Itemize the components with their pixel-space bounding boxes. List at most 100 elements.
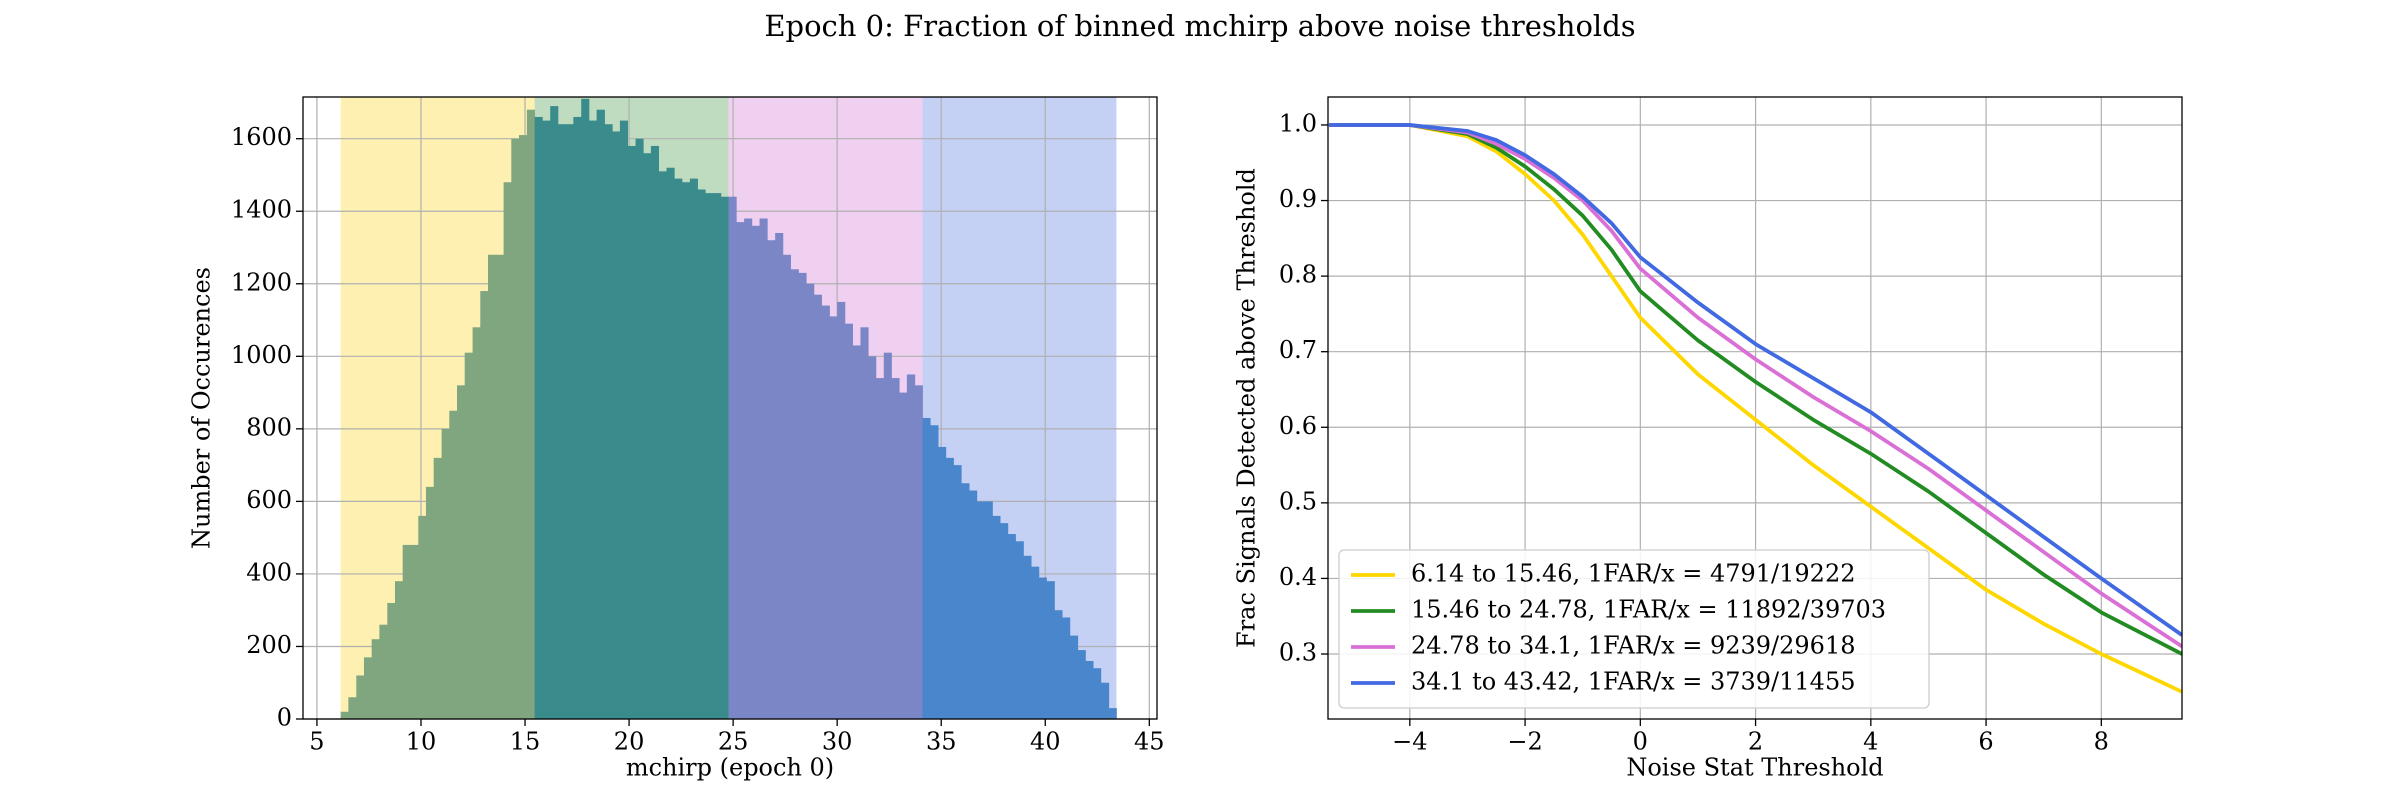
bar <box>891 378 900 719</box>
bar <box>526 109 536 720</box>
bar <box>1054 610 1063 719</box>
x-tick-label: 10 <box>406 728 437 756</box>
y-tick-label: 0.9 <box>1279 185 1317 213</box>
bar <box>627 145 636 719</box>
bar <box>619 120 629 719</box>
bar <box>875 378 885 719</box>
y-tick-label: 400 <box>246 558 292 586</box>
bar <box>992 515 1001 719</box>
bar <box>736 222 745 719</box>
bar <box>534 116 543 720</box>
x-tick-label: 25 <box>718 728 749 756</box>
bar <box>581 98 590 719</box>
legend-label: 6.14 to 15.46, 1FAR/x = 4791/19222 <box>1411 560 1856 588</box>
bar <box>806 283 815 719</box>
line <box>1329 123 2182 694</box>
x-tick-label: 45 <box>1134 728 1165 756</box>
bar <box>953 465 962 719</box>
line <box>1329 123 2182 637</box>
y-tick-label: 1600 <box>231 123 292 151</box>
bar <box>720 196 729 719</box>
bar <box>456 385 466 719</box>
y-tick-label: 0 <box>277 704 292 732</box>
axes-frame <box>1327 96 2183 720</box>
bar <box>790 269 799 719</box>
y-tick-label: 0.4 <box>1279 563 1317 591</box>
bar <box>751 225 760 719</box>
bar <box>418 515 427 719</box>
bar <box>565 124 574 719</box>
bar <box>1031 566 1040 719</box>
plot <box>303 97 1157 720</box>
y-tick-label: 0.3 <box>1279 639 1317 667</box>
bar <box>798 272 807 719</box>
x-tick-label: 0 <box>1633 728 1648 756</box>
bar <box>1038 577 1047 719</box>
bar <box>1085 660 1094 719</box>
bar <box>573 116 582 720</box>
y-axis-label: Frac Signals Detected above Threshold <box>1233 168 1261 648</box>
bar <box>938 446 947 719</box>
y-tick-label: 0.6 <box>1279 412 1317 440</box>
legend-label: 34.1 to 43.42, 1FAR/x = 3739/11455 <box>1411 668 1856 696</box>
bar <box>969 490 978 719</box>
y-tick-label: 200 <box>246 631 292 659</box>
bar <box>666 167 675 720</box>
bar <box>712 193 722 720</box>
bar <box>356 675 365 719</box>
y-tick-label: 0.5 <box>1279 487 1317 515</box>
bar <box>852 345 861 719</box>
bar <box>425 486 435 719</box>
bar <box>1077 650 1086 719</box>
bar <box>503 182 512 719</box>
bar <box>829 316 838 719</box>
bar <box>689 178 698 719</box>
bar <box>837 301 846 719</box>
bar <box>782 254 791 719</box>
bar <box>363 657 373 719</box>
x-tick-label: 15 <box>510 728 541 756</box>
legend-label: 24.78 to 34.1, 1FAR/x = 9239/29618 <box>1411 632 1856 660</box>
bar <box>658 171 667 719</box>
bar <box>976 501 985 719</box>
x-tick-label: 2 <box>1748 728 1763 756</box>
line <box>1329 123 2182 648</box>
x-tick-label: 20 <box>614 728 645 756</box>
x-tick-label: 6 <box>1978 728 1993 756</box>
bar <box>821 305 830 719</box>
bar <box>930 425 939 719</box>
bar <box>650 145 660 719</box>
x-tick-label: 5 <box>309 728 324 756</box>
bar <box>759 218 768 719</box>
y-tick-label: 600 <box>246 486 292 514</box>
bar <box>1046 581 1055 719</box>
bar <box>899 392 908 719</box>
bar <box>1100 682 1110 719</box>
bar <box>387 602 396 719</box>
bar <box>542 120 551 719</box>
bar <box>705 193 714 720</box>
bar <box>449 410 458 719</box>
legend-box <box>1338 549 1930 709</box>
bar <box>402 544 411 719</box>
bar <box>697 189 706 720</box>
bar <box>674 178 683 719</box>
plot <box>1328 97 2182 719</box>
bar <box>495 254 504 719</box>
x-tick-label: 30 <box>822 728 853 756</box>
bar <box>767 240 776 720</box>
x-tick-label: 40 <box>1030 728 1061 756</box>
bar <box>883 352 892 719</box>
legend-label: 15.46 to 24.78, 1FAR/x = 11892/39703 <box>1411 596 1886 624</box>
bar <box>860 327 869 719</box>
bar <box>480 291 489 719</box>
y-tick-label: 1000 <box>231 341 292 369</box>
y-tick-label: 0.7 <box>1279 336 1317 364</box>
bar <box>844 323 853 719</box>
axes-frame <box>302 96 1158 720</box>
bar <box>1023 555 1032 719</box>
bar <box>557 124 567 719</box>
x-tick-label: 8 <box>2094 728 2109 756</box>
bar <box>1000 523 1009 719</box>
